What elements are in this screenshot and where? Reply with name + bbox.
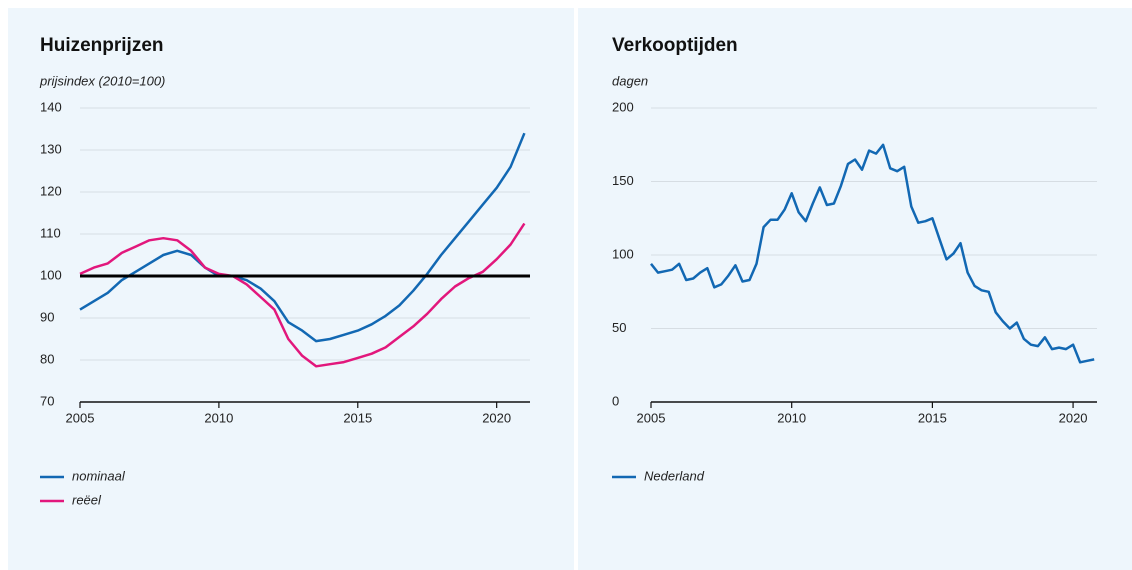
chart-title: Huizenprijzen bbox=[40, 35, 164, 56]
chart-title: Verkooptijden bbox=[612, 35, 738, 56]
y-tick-label: 110 bbox=[40, 225, 61, 240]
panel-right bbox=[578, 8, 1132, 570]
y-tick-label: 150 bbox=[612, 173, 634, 188]
x-tick-label: 2010 bbox=[204, 410, 233, 425]
y-tick-label: 130 bbox=[40, 141, 62, 156]
chart-subtitle: dagen bbox=[612, 73, 648, 88]
y-tick-label: 0 bbox=[612, 393, 619, 408]
x-tick-label: 2015 bbox=[918, 410, 947, 425]
x-tick-label: 2005 bbox=[66, 410, 95, 425]
panel-left bbox=[8, 8, 574, 570]
y-tick-label: 90 bbox=[40, 309, 54, 324]
x-tick-label: 2020 bbox=[1059, 410, 1088, 425]
legend-label: nominaal bbox=[72, 468, 126, 483]
y-tick-label: 140 bbox=[40, 99, 62, 114]
x-tick-label: 2015 bbox=[343, 410, 372, 425]
data-line bbox=[79, 222, 526, 368]
y-tick-label: 200 bbox=[612, 99, 634, 114]
y-tick-label: 100 bbox=[40, 267, 62, 282]
y-tick-label: 80 bbox=[40, 351, 54, 366]
data-line bbox=[650, 143, 1095, 364]
chart-subtitle: prijsindex (2010=100) bbox=[39, 73, 165, 88]
y-tick-label: 70 bbox=[40, 393, 54, 408]
legend-label: Nederland bbox=[644, 468, 705, 483]
data-line bbox=[79, 132, 526, 343]
x-tick-label: 2020 bbox=[482, 410, 511, 425]
y-tick-label: 100 bbox=[612, 246, 634, 261]
y-tick-label: 120 bbox=[40, 183, 62, 198]
legend-label: reëel bbox=[72, 492, 102, 507]
x-tick-label: 2010 bbox=[777, 410, 806, 425]
y-tick-label: 50 bbox=[612, 320, 626, 335]
x-tick-label: 2005 bbox=[637, 410, 666, 425]
